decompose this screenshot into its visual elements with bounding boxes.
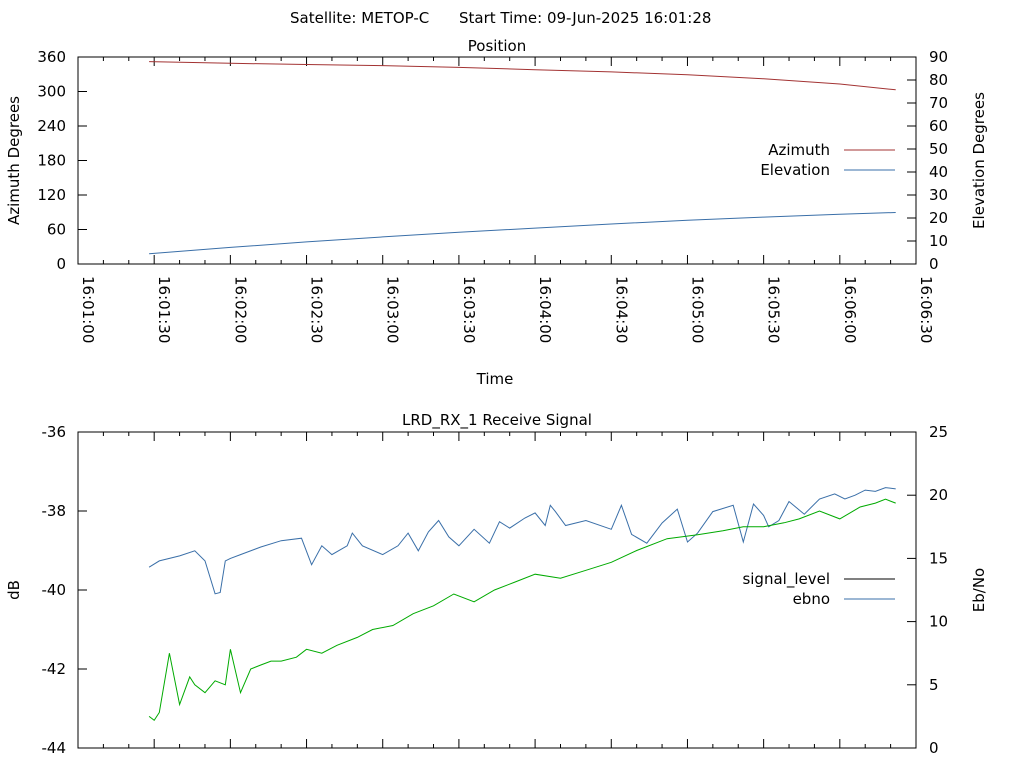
x-tick-label: 16:04:00 <box>536 276 554 343</box>
y2-tick-label: 30 <box>929 186 948 204</box>
legend-label: signal_level <box>742 570 830 589</box>
y2-tick-label: 0 <box>929 255 939 273</box>
x-tick-label: 16:01:00 <box>79 276 97 343</box>
chart-title: Position <box>468 37 526 55</box>
series-line-Elevation <box>149 212 896 255</box>
y2-tick-label: 25 <box>929 423 948 441</box>
y1-tick-label: -42 <box>42 660 67 678</box>
y1-tick-label: -38 <box>42 502 67 520</box>
y1-tick-label: 0 <box>56 255 66 273</box>
x-tick-label: 16:03:30 <box>460 276 478 343</box>
y2-tick-label: 10 <box>929 232 948 250</box>
x-tick-label: 16:01:30 <box>155 276 173 343</box>
y2-axis-label: Eb/No <box>970 568 988 612</box>
y1-tick-label: 120 <box>37 186 66 204</box>
x-tick-label: 16:05:30 <box>765 276 783 343</box>
y2-tick-label: 50 <box>929 140 948 158</box>
legend-label: Elevation <box>760 161 830 179</box>
x-tick-label: 16:03:00 <box>384 276 402 343</box>
legend-label: ebno <box>793 590 830 608</box>
series-line-Azimuth <box>149 61 896 91</box>
position-chart: Position 16:01:00 16:01:30 16:02:00 16:02:30… <box>5 37 988 388</box>
chart-title: LRD_RX_1 Receive Signal <box>402 411 592 430</box>
x-tick-label: 16:06:30 <box>917 276 935 343</box>
y2-axis-label: Elevation Degrees <box>970 92 988 229</box>
plot-frame <box>77 431 917 749</box>
y1-tick-label: -44 <box>42 739 67 757</box>
y2-tick-label: 15 <box>929 549 948 567</box>
x-axis-label: Time <box>476 370 514 388</box>
series-line-ebno <box>148 487 896 595</box>
series-line-unnamed <box>148 498 896 722</box>
y1-tick-label: 300 <box>37 83 66 101</box>
y1-axis-label: dB <box>5 580 23 600</box>
y2-tick-label: 40 <box>929 163 948 181</box>
legend-label: Azimuth <box>768 141 830 159</box>
x-tick-label: 16:04:30 <box>612 276 630 343</box>
y1-tick-label: 240 <box>37 117 66 135</box>
y2-tick-label: 5 <box>929 676 939 694</box>
x-tick-label: 16:02:30 <box>308 276 326 343</box>
y2-tick-label: 80 <box>929 71 948 89</box>
y2-tick-label: 20 <box>929 486 948 504</box>
x-tick-label: 16:06:00 <box>841 276 859 343</box>
receive-signal-chart: LRD_RX_1 Receive Signal -44 -42 -40 -38 -36 0 5… <box>5 411 988 757</box>
y2-tick-label: 70 <box>929 94 948 112</box>
start-time-label: Start Time: 09-Jun-2025 16:01:28 <box>459 9 711 27</box>
y1-axis-label: Azimuth Degrees <box>5 96 23 225</box>
y1-tick-label: 360 <box>37 48 66 66</box>
y1-tick-label: -36 <box>42 423 67 441</box>
y2-tick-label: 10 <box>929 613 948 631</box>
x-tick-label: 16:02:00 <box>231 276 249 343</box>
y2-tick-label: 60 <box>929 117 948 135</box>
y2-tick-label: 90 <box>929 48 948 66</box>
y1-tick-label: -40 <box>42 581 67 599</box>
y1-tick-label: 60 <box>47 221 66 239</box>
satellite-label: Satellite: METOP-C <box>290 9 429 27</box>
y2-tick-label: 20 <box>929 209 948 227</box>
x-tick-label: 16:05:00 <box>688 276 706 343</box>
y2-tick-label: 0 <box>929 739 939 757</box>
y1-tick-label: 180 <box>37 152 66 170</box>
